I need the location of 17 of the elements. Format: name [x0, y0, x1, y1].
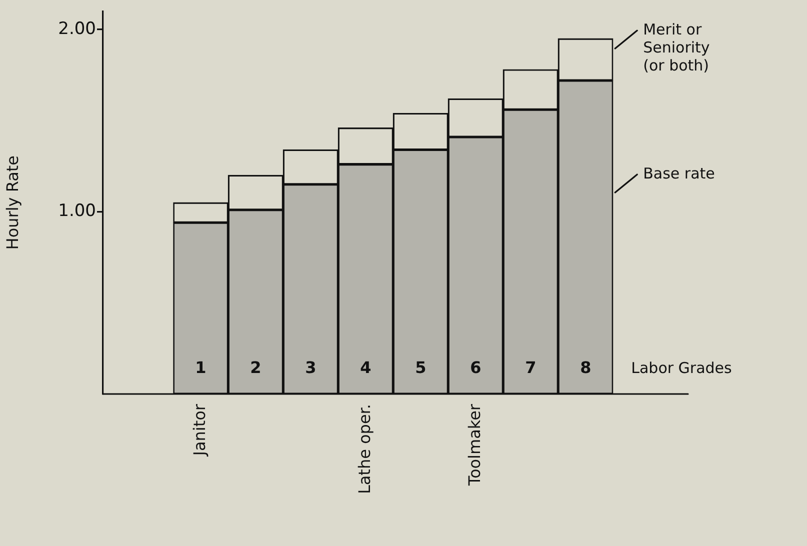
- annotation: 1: [195, 358, 206, 378]
- annotation: 7: [525, 358, 536, 378]
- annotation: 2: [250, 358, 262, 378]
- text: Merit or Seniority (or both): [643, 20, 710, 74]
- annotation: 8: [580, 358, 592, 378]
- annotation: 5: [415, 358, 426, 378]
- x-tick-label: Lathe oper.: [354, 404, 374, 494]
- x-tick-label: Toolmaker: [464, 404, 484, 487]
- x-axis-title: Labor Grades: [631, 358, 732, 377]
- y-tick-label: 1.00: [58, 201, 96, 222]
- annotation: 4: [360, 358, 372, 378]
- y-axis-title: Hourly Rate: [2, 155, 22, 250]
- annotation: 3: [305, 358, 316, 378]
- text: Base rate: [643, 164, 715, 182]
- annotation: 6: [470, 358, 482, 378]
- y-tick-label: 2.00: [58, 18, 96, 39]
- x-tick-label: Janitor: [190, 404, 209, 457]
